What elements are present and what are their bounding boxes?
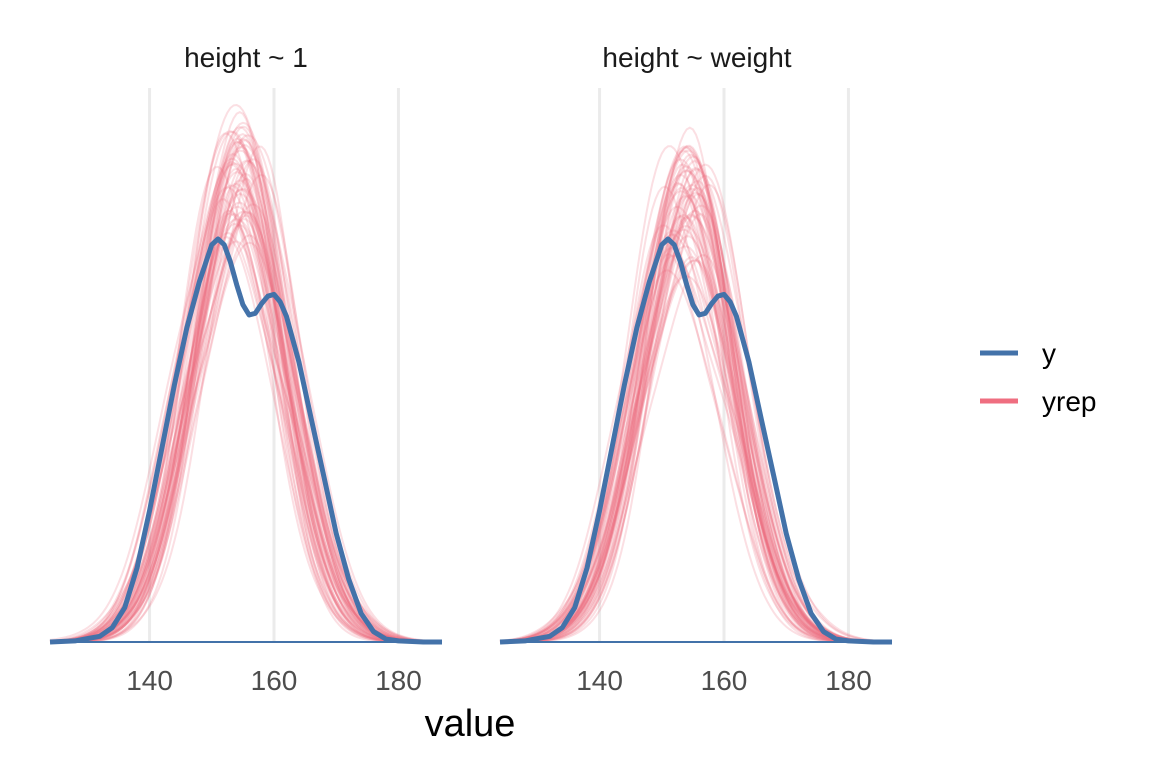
yrep-curve [49,161,442,643]
yrep-curve [499,224,892,643]
yrep-curve [499,235,892,643]
yrep-curve [50,211,442,643]
yrep-curve [499,146,892,643]
yrep-curve [500,165,892,643]
yrep-curve [49,240,442,643]
x-tick-label: 140 [126,665,173,696]
yrep-curve [499,158,892,643]
yrep-curve [50,144,443,643]
yrep-curve [49,222,442,643]
yrep-curve [50,173,443,643]
legend: y yrep [980,338,1096,417]
y-series-line [499,236,892,645]
gridlines [148,88,400,642]
yrep-curve [500,216,892,643]
yrep-curve [500,245,892,643]
y-series-line [49,236,442,645]
yrep-curve [499,160,892,643]
yrep-curve [500,256,892,643]
yrep-curve [499,170,893,643]
x-tick-label: 180 [375,665,422,696]
yrep-curve [499,233,892,643]
yrep-curve [499,145,892,643]
x-tick-label: 160 [251,665,298,696]
yrep-curve [500,168,893,643]
yrep-curve [50,212,442,643]
yrep-curve [499,205,892,643]
yrep-curve [49,121,442,643]
yrep-curve [500,194,892,643]
yrep-curve [499,259,892,643]
legend-label-yrep: yrep [1042,386,1096,417]
panel-title: height ~ weight [602,42,791,73]
x-tick-label: 160 [701,665,748,696]
yrep-curve [500,183,893,643]
yrep-curve [50,218,442,643]
yrep-series [49,103,443,643]
yrep-curve [499,190,892,643]
x-axis-label: value [425,703,516,745]
gridlines [598,88,850,642]
yrep-curve [50,177,442,643]
yrep-curve [49,137,443,643]
yrep-curve [499,213,892,643]
yrep-curve [49,203,443,643]
yrep-curve [500,173,892,643]
yrep-curve [49,152,442,643]
yrep-curve [49,163,442,643]
yrep-curve [50,179,442,643]
yrep-curve [500,183,893,643]
panel-title: height ~ 1 [184,42,308,73]
yrep-curve [500,166,892,643]
yrep-series [499,126,893,643]
yrep-curve [50,241,442,643]
yrep-curve [49,218,443,643]
yrep-curve [50,223,442,643]
x-tick-label: 140 [576,665,623,696]
yrep-curve [50,231,443,643]
yrep-curve [500,215,892,643]
yrep-curve [500,204,893,643]
yrep-curve [50,209,442,643]
legend-label-y: y [1042,338,1056,369]
yrep-curve [500,155,892,643]
panel-height-1: height ~ 1 140 160 180 [49,42,443,696]
yrep-curve [49,214,443,643]
yrep-curve [50,212,442,643]
yrep-curve [499,163,892,643]
yrep-curve [50,236,442,643]
yrep-curve [499,269,892,643]
x-tick-label: 180 [825,665,872,696]
yrep-curve [49,201,443,643]
yrep-curve [499,259,892,643]
panel-height-weight: height ~ weight 140 160 180 [499,42,893,696]
yrep-curve [49,234,442,643]
yrep-curve [500,195,892,643]
x-tick-labels: 140 160 180 [126,665,422,696]
yrep-curve [499,224,892,643]
yrep-curve [500,228,892,643]
yrep-curve [50,149,442,643]
yrep-curve [499,229,892,643]
yrep-curve [50,145,443,643]
yrep-curve [50,192,442,643]
yrep-curve [49,186,442,643]
yrep-curve [49,162,442,643]
yrep-curve [499,185,892,643]
yrep-curve [499,145,892,643]
yrep-curve [50,140,442,643]
x-tick-labels: 140 160 180 [576,665,872,696]
yrep-curve [499,247,892,643]
